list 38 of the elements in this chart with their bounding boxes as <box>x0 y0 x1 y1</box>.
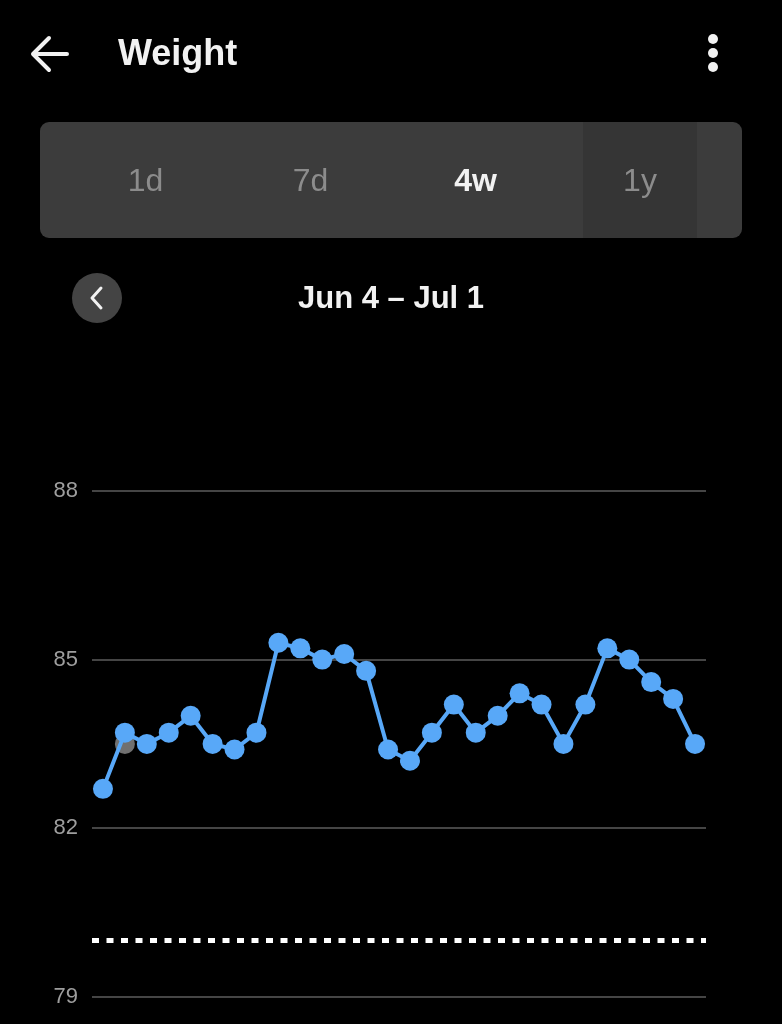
point <box>399 750 420 771</box>
point <box>92 778 113 799</box>
point <box>180 705 201 726</box>
point <box>334 643 355 664</box>
point <box>619 649 640 670</box>
point <box>685 733 706 754</box>
y-tick-label: 82 <box>53 814 78 840</box>
y-tick-label: 85 <box>53 645 78 671</box>
point <box>663 688 684 709</box>
point <box>597 638 618 659</box>
point <box>487 705 508 726</box>
text: 1d <box>127 161 164 199</box>
point <box>246 722 267 743</box>
point <box>356 660 377 681</box>
point <box>641 672 662 693</box>
point <box>114 722 135 743</box>
point <box>224 739 245 760</box>
text: 4w <box>454 161 497 199</box>
point <box>136 733 157 754</box>
point <box>378 739 399 760</box>
point <box>553 733 574 754</box>
point <box>575 694 596 715</box>
point <box>531 694 552 715</box>
y-tick-label: 88 <box>53 477 78 503</box>
point <box>290 638 311 659</box>
point <box>158 722 179 743</box>
chart-subtitle: Jun 4 – Jul 1 <box>297 279 485 317</box>
point <box>312 649 333 670</box>
point <box>268 632 289 653</box>
point <box>443 694 464 715</box>
text: 1y <box>623 161 657 199</box>
point <box>509 683 530 704</box>
point <box>465 722 486 743</box>
point <box>202 733 223 754</box>
chart-title: Weight <box>118 31 238 75</box>
point <box>421 722 442 743</box>
y-tick-label: 79 <box>53 982 78 1008</box>
text: 7d <box>292 161 329 199</box>
